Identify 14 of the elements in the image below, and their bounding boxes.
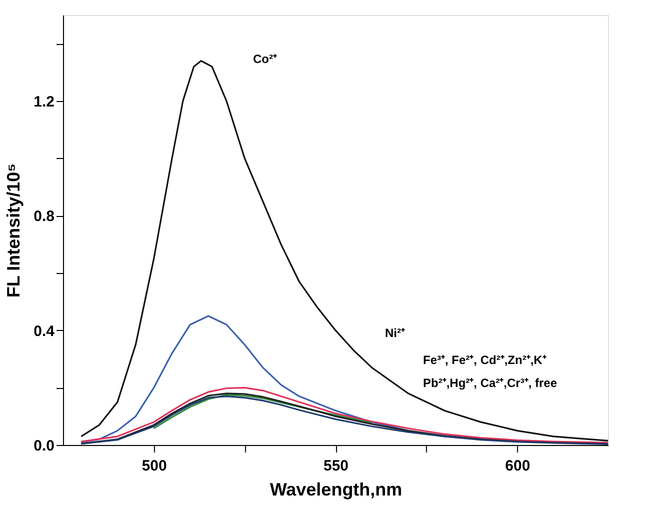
y-tick-label: 0.0 <box>34 438 54 454</box>
annotation: Co²⁺ <box>253 52 277 66</box>
y-tick-label: 1.2 <box>34 94 54 110</box>
x-tick-label: 600 <box>505 458 530 474</box>
x-axis-title: Wavelength,nm <box>270 480 402 500</box>
y-tick-label: 0.4 <box>34 322 56 340</box>
line-series <box>153 394 373 430</box>
y-axis-title: FL Intensity/10⁵ <box>4 163 24 298</box>
y-tick-label: 0.8 <box>34 208 54 226</box>
annotation: Ni²⁺ <box>385 326 405 340</box>
x-tick-label: 500 <box>142 458 167 474</box>
annotation: Fe³⁺, Fe²⁺, Cd²⁺,Zn²⁺,K⁺ <box>423 353 546 367</box>
x-tick-label: 550 <box>323 458 349 474</box>
annotation: Pb²⁺,Hg²⁺, Ca²⁺,Cr³⁺, free <box>423 376 558 390</box>
